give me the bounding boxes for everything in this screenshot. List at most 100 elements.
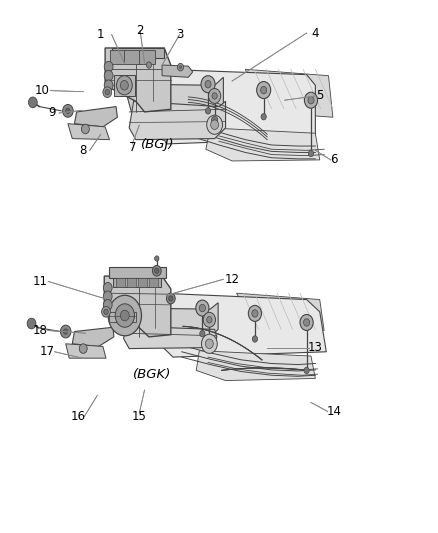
Polygon shape <box>237 293 324 330</box>
Text: 6: 6 <box>330 154 338 166</box>
Circle shape <box>120 310 129 321</box>
Circle shape <box>103 282 112 293</box>
Text: 2: 2 <box>136 25 144 37</box>
Circle shape <box>199 304 205 312</box>
Circle shape <box>79 344 87 353</box>
Circle shape <box>252 310 258 317</box>
Polygon shape <box>151 293 326 357</box>
Text: 14: 14 <box>326 405 341 418</box>
Polygon shape <box>116 278 125 287</box>
Polygon shape <box>129 101 226 140</box>
Polygon shape <box>74 107 117 127</box>
Text: 9: 9 <box>48 107 56 119</box>
Circle shape <box>261 86 267 94</box>
Text: 3: 3 <box>176 28 183 41</box>
Circle shape <box>205 80 211 88</box>
Circle shape <box>208 88 221 103</box>
Circle shape <box>105 90 110 95</box>
Circle shape <box>169 296 173 301</box>
Circle shape <box>66 108 70 114</box>
Polygon shape <box>72 327 114 346</box>
Circle shape <box>300 314 313 330</box>
Circle shape <box>203 312 215 327</box>
Text: 15: 15 <box>132 410 147 423</box>
Text: (BGK): (BGK) <box>133 368 172 381</box>
Circle shape <box>308 96 314 104</box>
Circle shape <box>196 300 209 316</box>
Text: 12: 12 <box>225 273 240 286</box>
Polygon shape <box>110 50 125 64</box>
Polygon shape <box>124 326 217 349</box>
Text: 7: 7 <box>128 141 136 154</box>
Circle shape <box>103 291 112 302</box>
Circle shape <box>211 120 219 130</box>
Circle shape <box>252 336 258 342</box>
Circle shape <box>200 330 205 337</box>
Polygon shape <box>196 351 315 381</box>
Polygon shape <box>139 50 155 64</box>
Text: 11: 11 <box>33 275 48 288</box>
Circle shape <box>104 309 108 314</box>
Circle shape <box>257 82 271 99</box>
Circle shape <box>146 62 152 68</box>
Circle shape <box>120 80 128 90</box>
Circle shape <box>63 104 73 117</box>
Circle shape <box>104 70 113 81</box>
Text: 8: 8 <box>80 144 87 157</box>
Circle shape <box>64 329 68 334</box>
Circle shape <box>155 256 159 261</box>
Text: 17: 17 <box>40 345 55 358</box>
Circle shape <box>115 304 134 327</box>
Polygon shape <box>162 65 193 77</box>
Circle shape <box>201 76 215 93</box>
Text: 13: 13 <box>308 341 323 354</box>
Circle shape <box>104 61 113 72</box>
Polygon shape <box>114 75 135 96</box>
Text: 18: 18 <box>33 324 48 337</box>
Circle shape <box>60 325 71 338</box>
Circle shape <box>308 150 314 157</box>
Circle shape <box>152 265 161 276</box>
Text: (BGJ): (BGJ) <box>141 139 174 151</box>
Circle shape <box>207 317 212 323</box>
Circle shape <box>102 306 110 317</box>
Text: 10: 10 <box>34 84 49 97</box>
Circle shape <box>205 108 211 114</box>
Circle shape <box>201 334 217 353</box>
Text: 5: 5 <box>316 90 323 102</box>
Text: 16: 16 <box>71 410 85 423</box>
Polygon shape <box>245 69 333 117</box>
Polygon shape <box>68 124 110 140</box>
Polygon shape <box>149 278 158 287</box>
Circle shape <box>155 268 159 273</box>
Polygon shape <box>109 312 136 322</box>
Polygon shape <box>153 69 315 144</box>
Circle shape <box>212 116 218 124</box>
Polygon shape <box>104 276 171 337</box>
Polygon shape <box>122 303 218 342</box>
Circle shape <box>205 339 213 349</box>
Text: 1: 1 <box>97 28 105 41</box>
Circle shape <box>81 124 89 134</box>
Polygon shape <box>113 278 161 287</box>
Circle shape <box>108 295 141 336</box>
Polygon shape <box>138 278 147 287</box>
Circle shape <box>261 114 266 120</box>
Circle shape <box>212 93 217 99</box>
Circle shape <box>248 305 261 321</box>
Circle shape <box>177 63 184 71</box>
Polygon shape <box>127 77 223 118</box>
Circle shape <box>28 97 37 108</box>
Polygon shape <box>127 278 136 287</box>
Text: 4: 4 <box>311 27 319 39</box>
Polygon shape <box>206 128 320 161</box>
Circle shape <box>304 367 309 374</box>
Polygon shape <box>105 48 171 112</box>
Circle shape <box>103 300 112 310</box>
Polygon shape <box>124 50 140 64</box>
Circle shape <box>27 318 36 329</box>
Circle shape <box>207 115 223 134</box>
Polygon shape <box>66 344 106 358</box>
Circle shape <box>304 92 318 108</box>
Circle shape <box>103 87 112 98</box>
